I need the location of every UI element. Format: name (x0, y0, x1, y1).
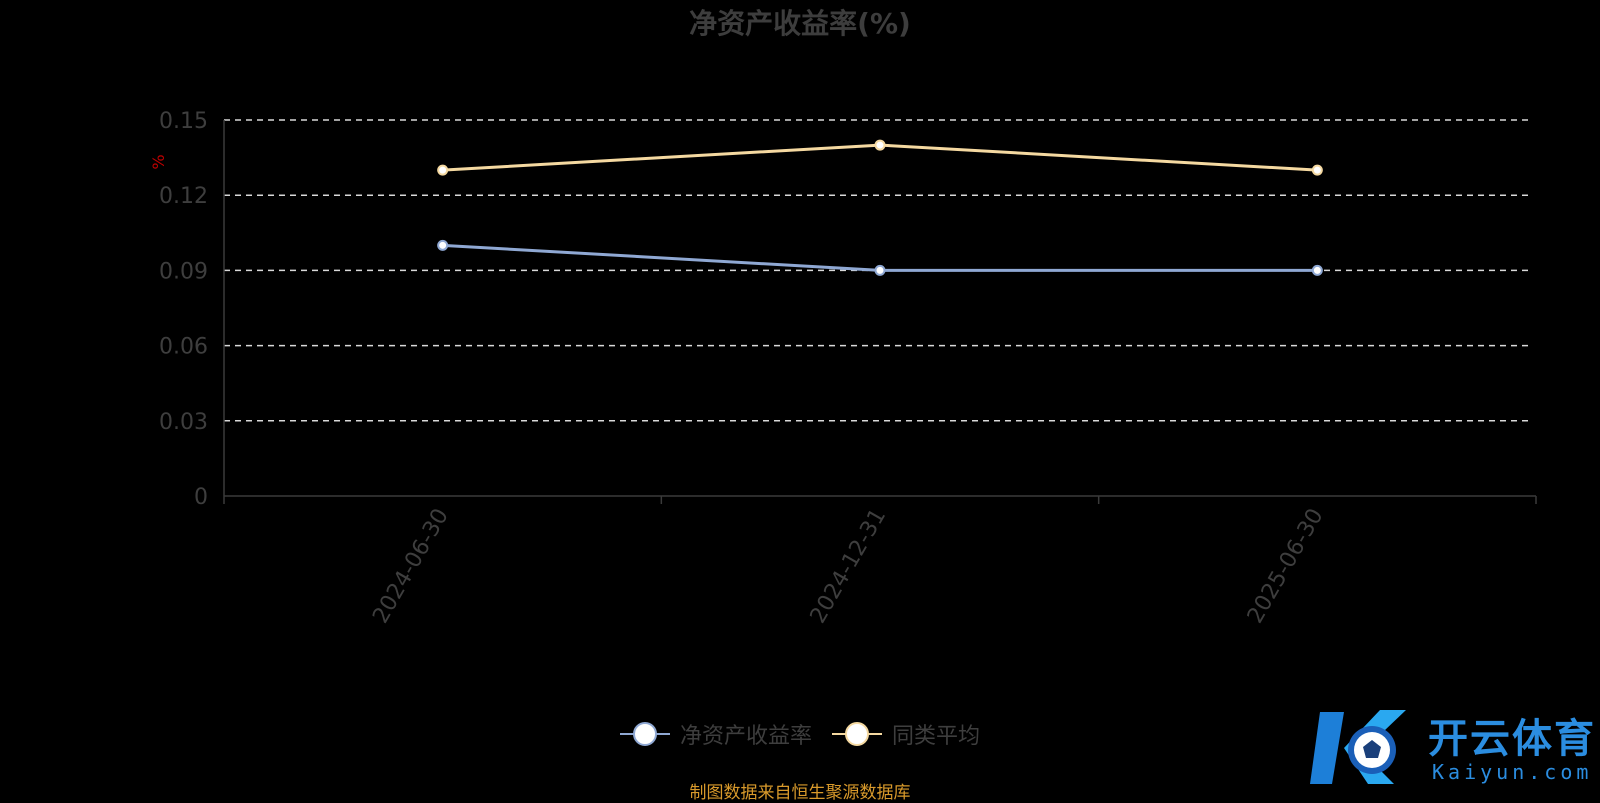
legend-marker-peer-average (832, 721, 882, 747)
legend-item-roe[interactable]: 净资产收益率 (619, 718, 812, 750)
y-tick-label: 0.12 (159, 184, 208, 209)
data-point (437, 164, 449, 176)
y-tick-label: 0.03 (159, 410, 208, 435)
data-point (1311, 264, 1323, 276)
legend-item-peer-average[interactable]: 同类平均 (832, 718, 980, 750)
watermark-subtext: Kaiyun.com (1432, 760, 1593, 784)
y-axis-label: % (149, 154, 168, 169)
data-point (874, 139, 886, 151)
legend-marker-roe (619, 721, 670, 747)
y-tick-label: 0.09 (159, 259, 208, 284)
x-tick-label: 2024-06-30 (368, 505, 454, 628)
watermark-text: 开云体育 (1428, 716, 1596, 762)
data-point (437, 239, 449, 251)
data-point (874, 264, 886, 276)
y-tick-label: 0.06 (159, 335, 208, 360)
y-tick-label: 0 (194, 485, 208, 510)
x-tick-label: 2025-06-30 (1243, 505, 1329, 628)
legend: 净资产收益率 同类平均 (0, 718, 1600, 750)
chart-title: 净资产收益率(%) (689, 7, 911, 40)
legend-label-roe: 净资产收益率 (679, 724, 812, 749)
y-tick-label: 0.15 (159, 109, 208, 134)
data-point (1311, 164, 1323, 176)
x-tick-label: 2024-12-31 (806, 505, 892, 628)
source-note: 制图数据来自恒生聚源数据库 (689, 783, 911, 803)
legend-label-peer-average: 同类平均 (892, 724, 981, 749)
kaiyun-logo (1310, 710, 1406, 784)
line-chart: 0 0.03 0.06 0.09 0.12 0.15% 2024-06-30 2024-12-… (149, 109, 1537, 628)
